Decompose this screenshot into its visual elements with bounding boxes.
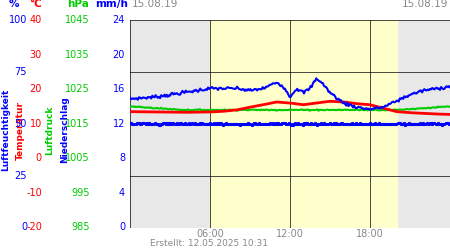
Text: Erstellt: 12.05.2025 10:31: Erstellt: 12.05.2025 10:31 xyxy=(150,238,268,248)
Text: %: % xyxy=(9,0,19,9)
Text: 20: 20 xyxy=(30,84,42,94)
Text: 15.08.19: 15.08.19 xyxy=(132,0,178,9)
Text: 30: 30 xyxy=(30,50,42,59)
Text: °C: °C xyxy=(29,0,41,9)
Text: Niederschlag: Niederschlag xyxy=(60,96,69,164)
Text: 15.08.19: 15.08.19 xyxy=(401,0,448,9)
Text: 1025: 1025 xyxy=(65,84,90,94)
Text: 20: 20 xyxy=(112,50,125,59)
Text: Luftdruck: Luftdruck xyxy=(45,105,54,155)
Text: 100: 100 xyxy=(9,15,27,25)
Text: 10: 10 xyxy=(30,119,42,129)
Text: 16: 16 xyxy=(113,84,125,94)
Text: 4: 4 xyxy=(119,188,125,198)
Text: 1005: 1005 xyxy=(65,153,90,163)
Text: 0: 0 xyxy=(36,153,42,163)
Text: 24: 24 xyxy=(112,15,125,25)
Text: Luftfeuchtigkeit: Luftfeuchtigkeit xyxy=(1,89,10,171)
Text: 1045: 1045 xyxy=(65,15,90,25)
Text: 12: 12 xyxy=(112,119,125,129)
Text: 8: 8 xyxy=(119,153,125,163)
Text: 40: 40 xyxy=(30,15,42,25)
Text: hPa: hPa xyxy=(67,0,89,9)
Text: 995: 995 xyxy=(72,188,90,198)
Text: -10: -10 xyxy=(26,188,42,198)
Text: 0: 0 xyxy=(119,222,125,232)
Text: -20: -20 xyxy=(26,222,42,232)
Bar xyxy=(210,20,396,228)
Text: 0: 0 xyxy=(21,222,27,232)
Text: mm/h: mm/h xyxy=(95,0,128,9)
Text: 50: 50 xyxy=(14,119,27,129)
Text: 1035: 1035 xyxy=(65,50,90,59)
Text: 1015: 1015 xyxy=(65,119,90,129)
Text: 75: 75 xyxy=(14,67,27,77)
Text: Temperatur: Temperatur xyxy=(15,100,24,160)
Text: 25: 25 xyxy=(14,170,27,180)
Text: 985: 985 xyxy=(72,222,90,232)
